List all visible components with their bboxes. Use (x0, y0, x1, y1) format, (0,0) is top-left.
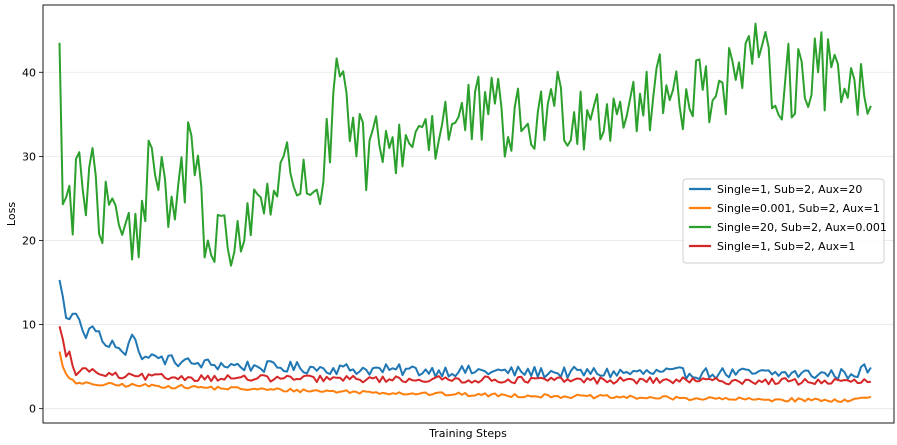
y-tick-label-30: 30 (22, 150, 36, 163)
series-line-4 (58, 326, 871, 386)
legend-label-1: Single=1, Sub=2, Aux=20 (717, 183, 862, 196)
legend-label-4: Single=1, Sub=2, Aux=1 (717, 240, 855, 253)
y-tick-label-20: 20 (22, 234, 36, 247)
legend-label-3: Single=20, Sub=2, Aux=0.001 (717, 221, 887, 234)
legend: Single=1, Sub=2, Aux=20 Single=0.001, Sub… (682, 178, 887, 264)
series-line-1 (58, 279, 872, 381)
y-tick-label-10: 10 (22, 319, 36, 332)
y-axis-ticks: 0 10 20 30 40 (22, 66, 43, 416)
legend-label-2: Single=0.001, Sub=2, Aux=1 (717, 202, 880, 215)
series-line-3 (58, 22, 872, 267)
y-axis-label: Loss (5, 202, 18, 226)
series-line-2 (58, 351, 872, 403)
series-lines (58, 22, 872, 403)
x-axis-label: Training Steps (428, 427, 507, 440)
plot-frame (42, 4, 895, 424)
legend-box (682, 178, 885, 264)
y-tick-label-40: 40 (22, 66, 36, 79)
y-tick-label-0: 0 (29, 403, 36, 416)
